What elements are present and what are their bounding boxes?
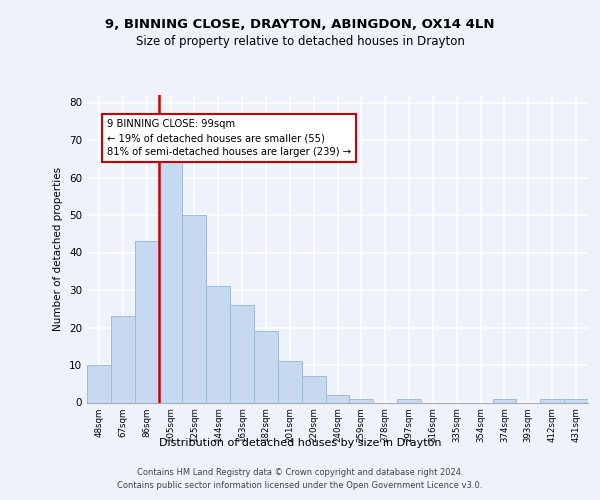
Bar [135, 242, 158, 402]
Bar [87, 365, 111, 403]
Text: Size of property relative to detached houses in Drayton: Size of property relative to detached ho… [136, 35, 464, 48]
Bar [564, 399, 588, 402]
Bar [278, 361, 302, 403]
Bar [206, 286, 230, 403]
Text: Distribution of detached houses by size in Drayton: Distribution of detached houses by size … [159, 438, 441, 448]
Text: Contains public sector information licensed under the Open Government Licence v3: Contains public sector information licen… [118, 482, 482, 490]
Bar [349, 399, 373, 402]
Y-axis label: Number of detached properties: Number of detached properties [53, 166, 64, 331]
Bar [326, 395, 349, 402]
Text: 9 BINNING CLOSE: 99sqm
← 19% of detached houses are smaller (55)
81% of semi-det: 9 BINNING CLOSE: 99sqm ← 19% of detached… [107, 120, 352, 158]
Bar [540, 399, 564, 402]
Bar [111, 316, 135, 402]
Bar [254, 331, 278, 402]
Bar [158, 155, 182, 402]
Bar [302, 376, 326, 402]
Bar [230, 305, 254, 402]
Text: Contains HM Land Registry data © Crown copyright and database right 2024.: Contains HM Land Registry data © Crown c… [137, 468, 463, 477]
Bar [182, 215, 206, 402]
Text: 9, BINNING CLOSE, DRAYTON, ABINGDON, OX14 4LN: 9, BINNING CLOSE, DRAYTON, ABINGDON, OX1… [105, 18, 495, 30]
Bar [493, 399, 517, 402]
Bar [397, 399, 421, 402]
